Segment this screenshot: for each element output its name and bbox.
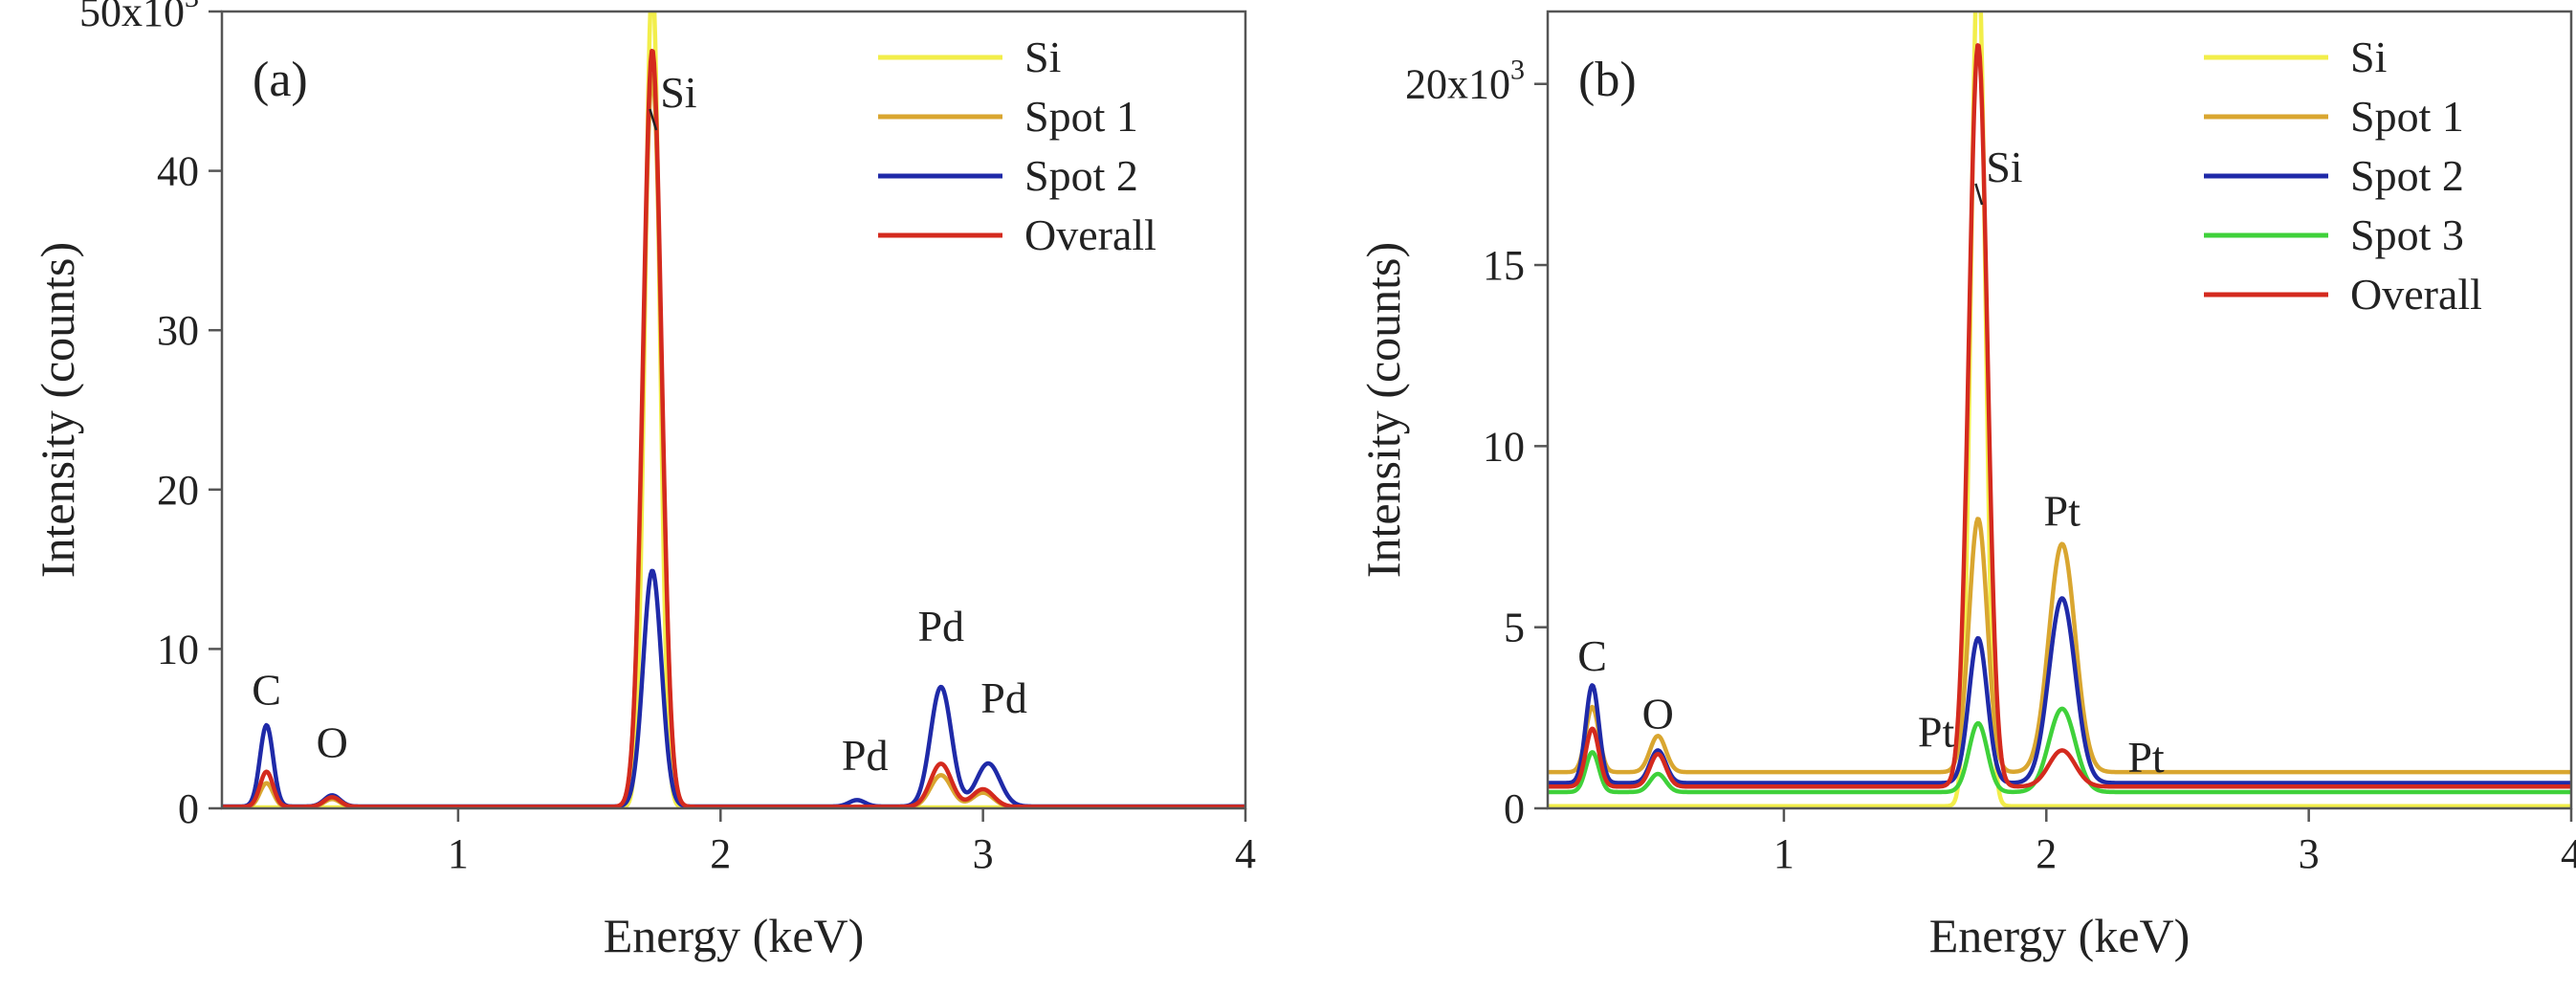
plot-frame	[1546, 10, 2573, 810]
x-tick-label: 2	[710, 830, 731, 877]
peak-label-pt: Pt	[2044, 487, 2081, 536]
x-axis-title: Energy (keV)	[604, 909, 865, 962]
legend-item: Overall	[878, 210, 1156, 259]
series-line-spot-2	[1548, 596, 2571, 785]
si-leader-line	[649, 108, 658, 131]
y-tick-label: 0	[1504, 785, 1525, 832]
chart-panel-b: 1 2 3 4 0 5 10 15 20x103 Energy (keV) Intensity (c…	[1356, 10, 2576, 962]
y-tick-label: 10	[1483, 423, 1525, 470]
y-tick-label: 10	[157, 626, 199, 672]
series-line-si	[1548, 11, 2571, 808]
series-line-spot-2	[222, 568, 1245, 808]
peak-label-pd: Pd	[980, 673, 1027, 722]
chart-panel-a: 123401020304050x103Energy (keV)Intensity…	[31, 0, 1256, 962]
legend-label: Si	[1024, 33, 1061, 81]
peak-label-c: C	[252, 666, 281, 715]
legend-label: Spot 3	[2350, 210, 2464, 259]
peak-label-o: O	[1642, 690, 1674, 738]
series-line-spot-1	[1548, 517, 2571, 775]
series-line-overall	[1548, 43, 2571, 789]
legend-item: Overall	[2204, 270, 2482, 319]
plot-frame	[220, 10, 1247, 810]
peak-label-pt: Pt	[2127, 733, 2165, 782]
legend-item: Si	[2204, 33, 2387, 81]
legend: Si Spot 1 Spot 2 Spot 3 Overall	[2204, 33, 2482, 319]
y-tick-label: 20	[157, 467, 199, 514]
x-tick-label: 4	[2561, 830, 2576, 877]
y-tick-label: 40	[157, 148, 199, 195]
y-tick-label: 30	[157, 307, 199, 354]
y-tick-label: 0	[178, 785, 199, 832]
peak-label-pd: Pd	[842, 731, 889, 780]
y-axis-title: Intensity (counts)	[1356, 242, 1410, 578]
x-axis-title: Energy (keV)	[1929, 909, 2191, 962]
legend-item: Spot 2	[2204, 151, 2464, 200]
x-tick-label: 1	[1773, 830, 1794, 877]
y-axis-title: Intensity (counts)	[31, 242, 84, 578]
legend-item: Spot 1	[2204, 92, 2464, 141]
legend-item: Spot 3	[2204, 210, 2464, 259]
legend-label: Spot 1	[1024, 92, 1138, 141]
peak-label-pd: Pd	[917, 602, 964, 650]
peak-label-si: Si	[1986, 143, 2022, 191]
panel-label: (b)	[1578, 53, 1637, 107]
y-tick-label: 50x103	[79, 0, 199, 35]
y-exponent: 3	[1510, 55, 1525, 86]
series-group	[1548, 11, 2571, 808]
y-tick-label: 5	[1504, 605, 1525, 651]
legend-item: Spot 1	[878, 92, 1138, 141]
legend-label: Spot 1	[2350, 92, 2464, 141]
legend: Si Spot 1 Spot 2 Overall	[878, 33, 1156, 259]
legend-label: Overall	[2350, 270, 2482, 319]
y-tick-label: 20x103	[1405, 55, 1525, 108]
si-leader-line	[1974, 183, 1984, 206]
legend-label: Spot 2	[2350, 151, 2464, 200]
legend-label: Si	[2350, 33, 2387, 81]
series-line-spot-3	[1548, 706, 2571, 795]
x-tick-label: 2	[2036, 830, 2057, 877]
legend-label: Spot 2	[1024, 151, 1138, 200]
x-tick-label: 3	[973, 830, 994, 877]
peak-label-o: O	[317, 718, 348, 767]
peak-label-c: C	[1577, 631, 1607, 680]
x-tick-label: 3	[2299, 830, 2320, 877]
peak-label-si: Si	[660, 68, 696, 117]
legend-label: Overall	[1024, 210, 1156, 259]
legend-item: Spot 2	[878, 151, 1138, 200]
series-line-overall	[222, 49, 1245, 808]
peak-label-pt: Pt	[1918, 708, 1955, 757]
y-tick-label: 15	[1483, 242, 1525, 289]
x-tick-label: 4	[1235, 830, 1256, 877]
x-tick-label: 1	[448, 830, 469, 877]
legend-item: Si	[878, 33, 1061, 81]
y-exponent: 3	[185, 0, 199, 13]
panel-label: (a)	[253, 53, 308, 107]
